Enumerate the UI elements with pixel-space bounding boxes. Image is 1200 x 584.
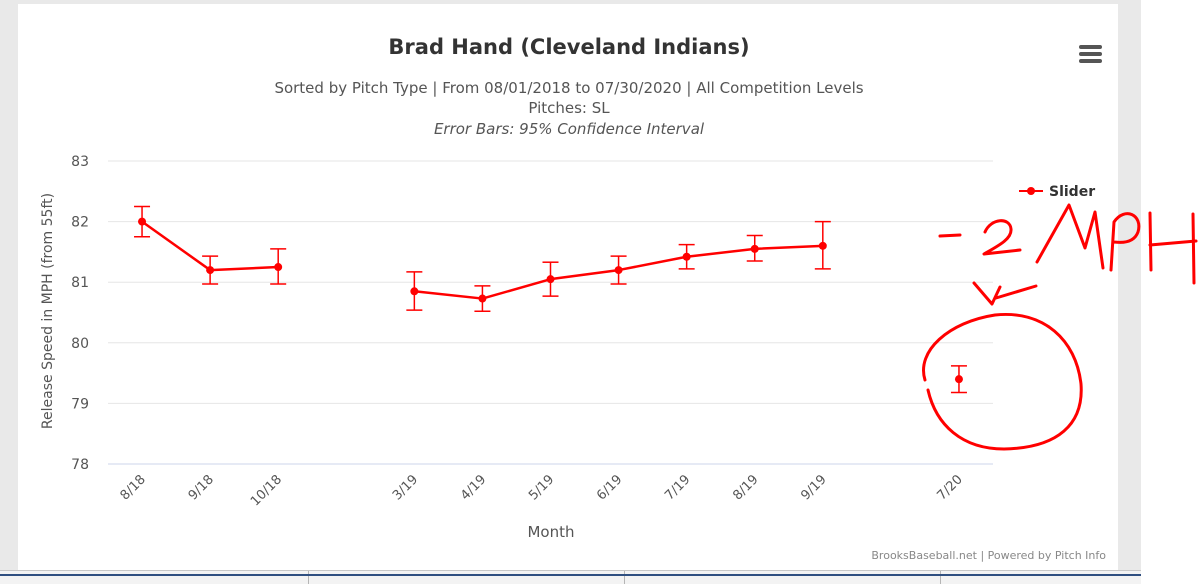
data-point[interactable] (546, 275, 555, 284)
x-tick-label: 6/19 (594, 472, 625, 503)
data-point[interactable] (818, 241, 827, 250)
strip-divider (308, 571, 309, 584)
annotation-circle-stroke (922, 312, 1083, 451)
hamburger-line (1079, 59, 1102, 63)
bottom-strip (0, 570, 1141, 584)
x-tick-label: 4/19 (458, 472, 489, 503)
y-tick-label: 79 (71, 396, 89, 412)
x-tick-labels: 8/18 9/18 10/18 3/19 4/19 5/19 6/19 7/19 8/19 9/1… (118, 472, 966, 509)
annotation-letter-p-stroke (1109, 212, 1141, 272)
annotation-letter-m-stroke (1035, 203, 1105, 270)
data-point[interactable] (750, 244, 759, 253)
x-tick-label: 8/19 (730, 472, 761, 503)
data-point[interactable] (478, 294, 487, 303)
x-tick-label: 10/18 (248, 472, 285, 509)
x-tick-label: 3/19 (390, 472, 421, 503)
y-tick-labels: 83 82 81 80 79 78 (71, 154, 89, 473)
hamburger-line (1079, 52, 1102, 56)
chart-subtitle-pitches: Pitches: SL (528, 99, 610, 117)
annotation-letter-h-stroke (1148, 211, 1198, 285)
chart-subtitle-error-bars: Error Bars: 95% Confidence Interval (434, 120, 705, 138)
x-tick-label: 7/20 (935, 472, 966, 503)
grid-layer (108, 160, 993, 465)
chart-panel (18, 4, 1118, 570)
annotation-arrow-stroke (972, 281, 1038, 306)
data-point[interactable] (614, 266, 623, 275)
y-tick-label: 78 (71, 457, 89, 473)
data-point[interactable] (954, 375, 963, 384)
x-tick-label: 8/18 (118, 472, 149, 503)
y-tick-label: 82 (71, 215, 89, 231)
legend-item-slider: Slider (1049, 184, 1095, 200)
hamburger-menu-icon[interactable] (1079, 45, 1102, 63)
series-layer (134, 205, 967, 394)
data-point[interactable] (682, 252, 691, 261)
bottom-accent-line (0, 574, 1141, 576)
data-point[interactable] (138, 217, 147, 226)
x-tick-label: 9/18 (186, 472, 217, 503)
chart-credits[interactable]: BrooksBaseball.net | Powered by Pitch In… (871, 549, 1106, 562)
y-axis-label: Release Speed in MPH (from 55ft) (40, 193, 56, 429)
hamburger-line (1079, 45, 1102, 49)
annotation-digit-2-stroke (982, 219, 1022, 256)
x-tick-label: 7/19 (662, 472, 693, 503)
data-point[interactable] (206, 266, 215, 275)
strip-divider (940, 571, 941, 584)
y-tick-label: 83 (71, 154, 89, 170)
y-tick-label: 80 (71, 336, 89, 352)
y-tick-label: 81 (71, 275, 89, 291)
legend-swatch-marker (1027, 187, 1035, 195)
strip-divider (624, 571, 625, 584)
legend[interactable]: Slider (1019, 184, 1095, 200)
data-point[interactable] (274, 263, 283, 272)
data-point[interactable] (410, 287, 419, 296)
chart-title: Brad Hand (Cleveland Indians) (388, 35, 749, 59)
x-tick-label: 5/19 (526, 472, 557, 503)
x-tick-label: 9/19 (798, 472, 829, 503)
chart-subtitle: Sorted by Pitch Type | From 08/01/2018 t… (274, 79, 863, 97)
x-axis-label: Month (527, 523, 574, 541)
handwritten-annotation (922, 203, 1198, 451)
annotation-dash-stroke (938, 233, 962, 238)
